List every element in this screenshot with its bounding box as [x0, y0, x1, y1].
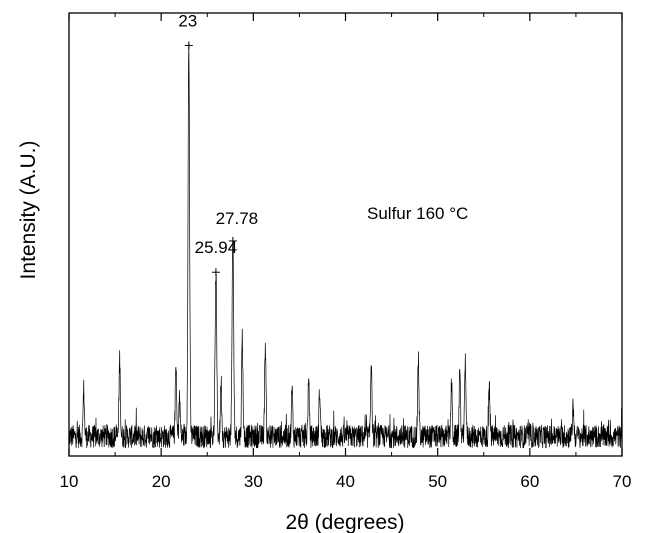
- peak-label: 27.78: [216, 209, 259, 228]
- x-tick-label: 50: [428, 472, 447, 491]
- x-tick-label: 10: [60, 472, 79, 491]
- peak-labels: 23 27.78 25.94: [178, 11, 258, 257]
- x-tick-label: 30: [244, 472, 263, 491]
- peak-label: 25.94: [195, 238, 238, 257]
- x-tick-label: 40: [336, 472, 355, 491]
- x-tick-label: 70: [613, 472, 632, 491]
- x-tick-labels: 10 20 30 40 50 60 70: [60, 472, 632, 491]
- x-axis-title: 2θ (degrees): [285, 511, 404, 533]
- x-tick-label: 60: [520, 472, 539, 491]
- peak-markers: [184, 41, 237, 277]
- plot-frame: [68, 12, 623, 457]
- series-line: [68, 44, 623, 449]
- x-tick-label: 20: [152, 472, 171, 491]
- y-axis-title: Intensity (A.U.): [17, 141, 40, 280]
- peak-label: 23: [178, 11, 197, 30]
- tick-marks: [68, 13, 623, 456]
- sample-annotation: Sulfur 160 °C: [367, 204, 468, 223]
